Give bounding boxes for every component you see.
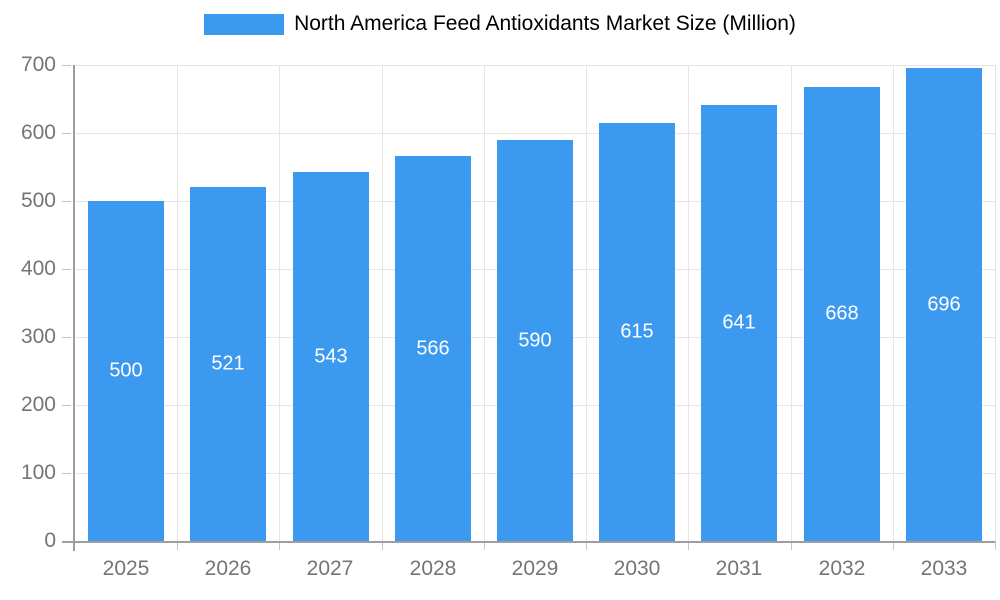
y-tick-mark [62,269,71,270]
gridline-horizontal [75,133,995,134]
x-tick-label: 2033 [920,557,968,580]
bar-value-label: 543 [314,345,348,367]
x-tick-label: 2027 [306,557,354,580]
bar-value-label: 500 [109,359,143,382]
x-tick-mark [791,541,792,550]
x-tick-mark [893,541,894,550]
gridline-vertical [995,65,996,541]
gridline-vertical [893,65,894,541]
legend-label: North America Feed Antioxidants Market S… [294,12,796,35]
gridline-vertical [791,65,792,541]
y-tick-mark [62,133,71,134]
x-axis-line [62,541,995,543]
bar-value-label: 521 [211,352,245,375]
x-tick-mark [586,541,587,550]
x-tick-label: 2030 [613,557,661,580]
x-tick-label: 2031 [715,557,763,580]
x-tick-label: 2025 [102,557,150,580]
y-tick-label: 200 [20,393,56,416]
x-tick-label: 2028 [409,557,457,580]
gridline-vertical [382,65,383,541]
x-tick-mark [484,541,485,550]
bar[interactable]: 521 [190,187,266,541]
bar-value-label: 668 [825,302,859,325]
bar[interactable]: 543 [293,172,369,541]
y-tick-label: 700 [20,53,56,76]
y-tick-mark [62,473,71,474]
gridline-vertical [177,65,178,541]
x-tick-label: 2026 [204,557,252,580]
legend: North America Feed Antioxidants Market S… [0,12,1000,36]
x-tick-mark [177,541,178,550]
gridline-vertical [484,65,485,541]
bar-value-label: 566 [416,337,450,359]
bar[interactable]: 641 [701,105,777,541]
y-tick-label: 600 [20,121,56,144]
y-tick-label: 400 [20,257,56,280]
y-tick-label: 500 [20,189,56,212]
gridline-vertical [586,65,587,541]
bar[interactable]: 590 [497,140,573,541]
y-tick-mark [62,337,71,338]
x-tick-mark [995,541,996,550]
y-axis-line [73,65,75,551]
bar-value-label: 641 [722,311,756,334]
bar[interactable]: 566 [395,156,471,541]
bar-value-label: 615 [620,320,654,343]
bar[interactable]: 500 [88,201,164,541]
gridline-horizontal [75,65,995,66]
y-tick-mark [62,65,71,66]
bar-value-label: 696 [927,293,961,315]
bar[interactable]: 615 [599,123,675,541]
legend-item[interactable]: North America Feed Antioxidants Market S… [204,12,796,36]
x-tick-mark [688,541,689,550]
legend-swatch [204,13,285,35]
x-tick-mark [279,541,280,550]
x-tick-mark [382,541,383,550]
x-tick-label: 2029 [511,557,559,580]
y-tick-mark [62,201,71,202]
y-tick-label: 100 [20,461,56,484]
bar[interactable]: 696 [906,68,982,541]
y-tick-mark [62,405,71,406]
gridline-vertical [688,65,689,541]
gridline-vertical [279,65,280,541]
y-tick-label: 0 [44,529,56,552]
x-tick-label: 2032 [818,557,866,580]
bar-value-label: 590 [518,329,552,351]
y-tick-label: 300 [20,325,56,348]
bar[interactable]: 668 [804,87,880,541]
